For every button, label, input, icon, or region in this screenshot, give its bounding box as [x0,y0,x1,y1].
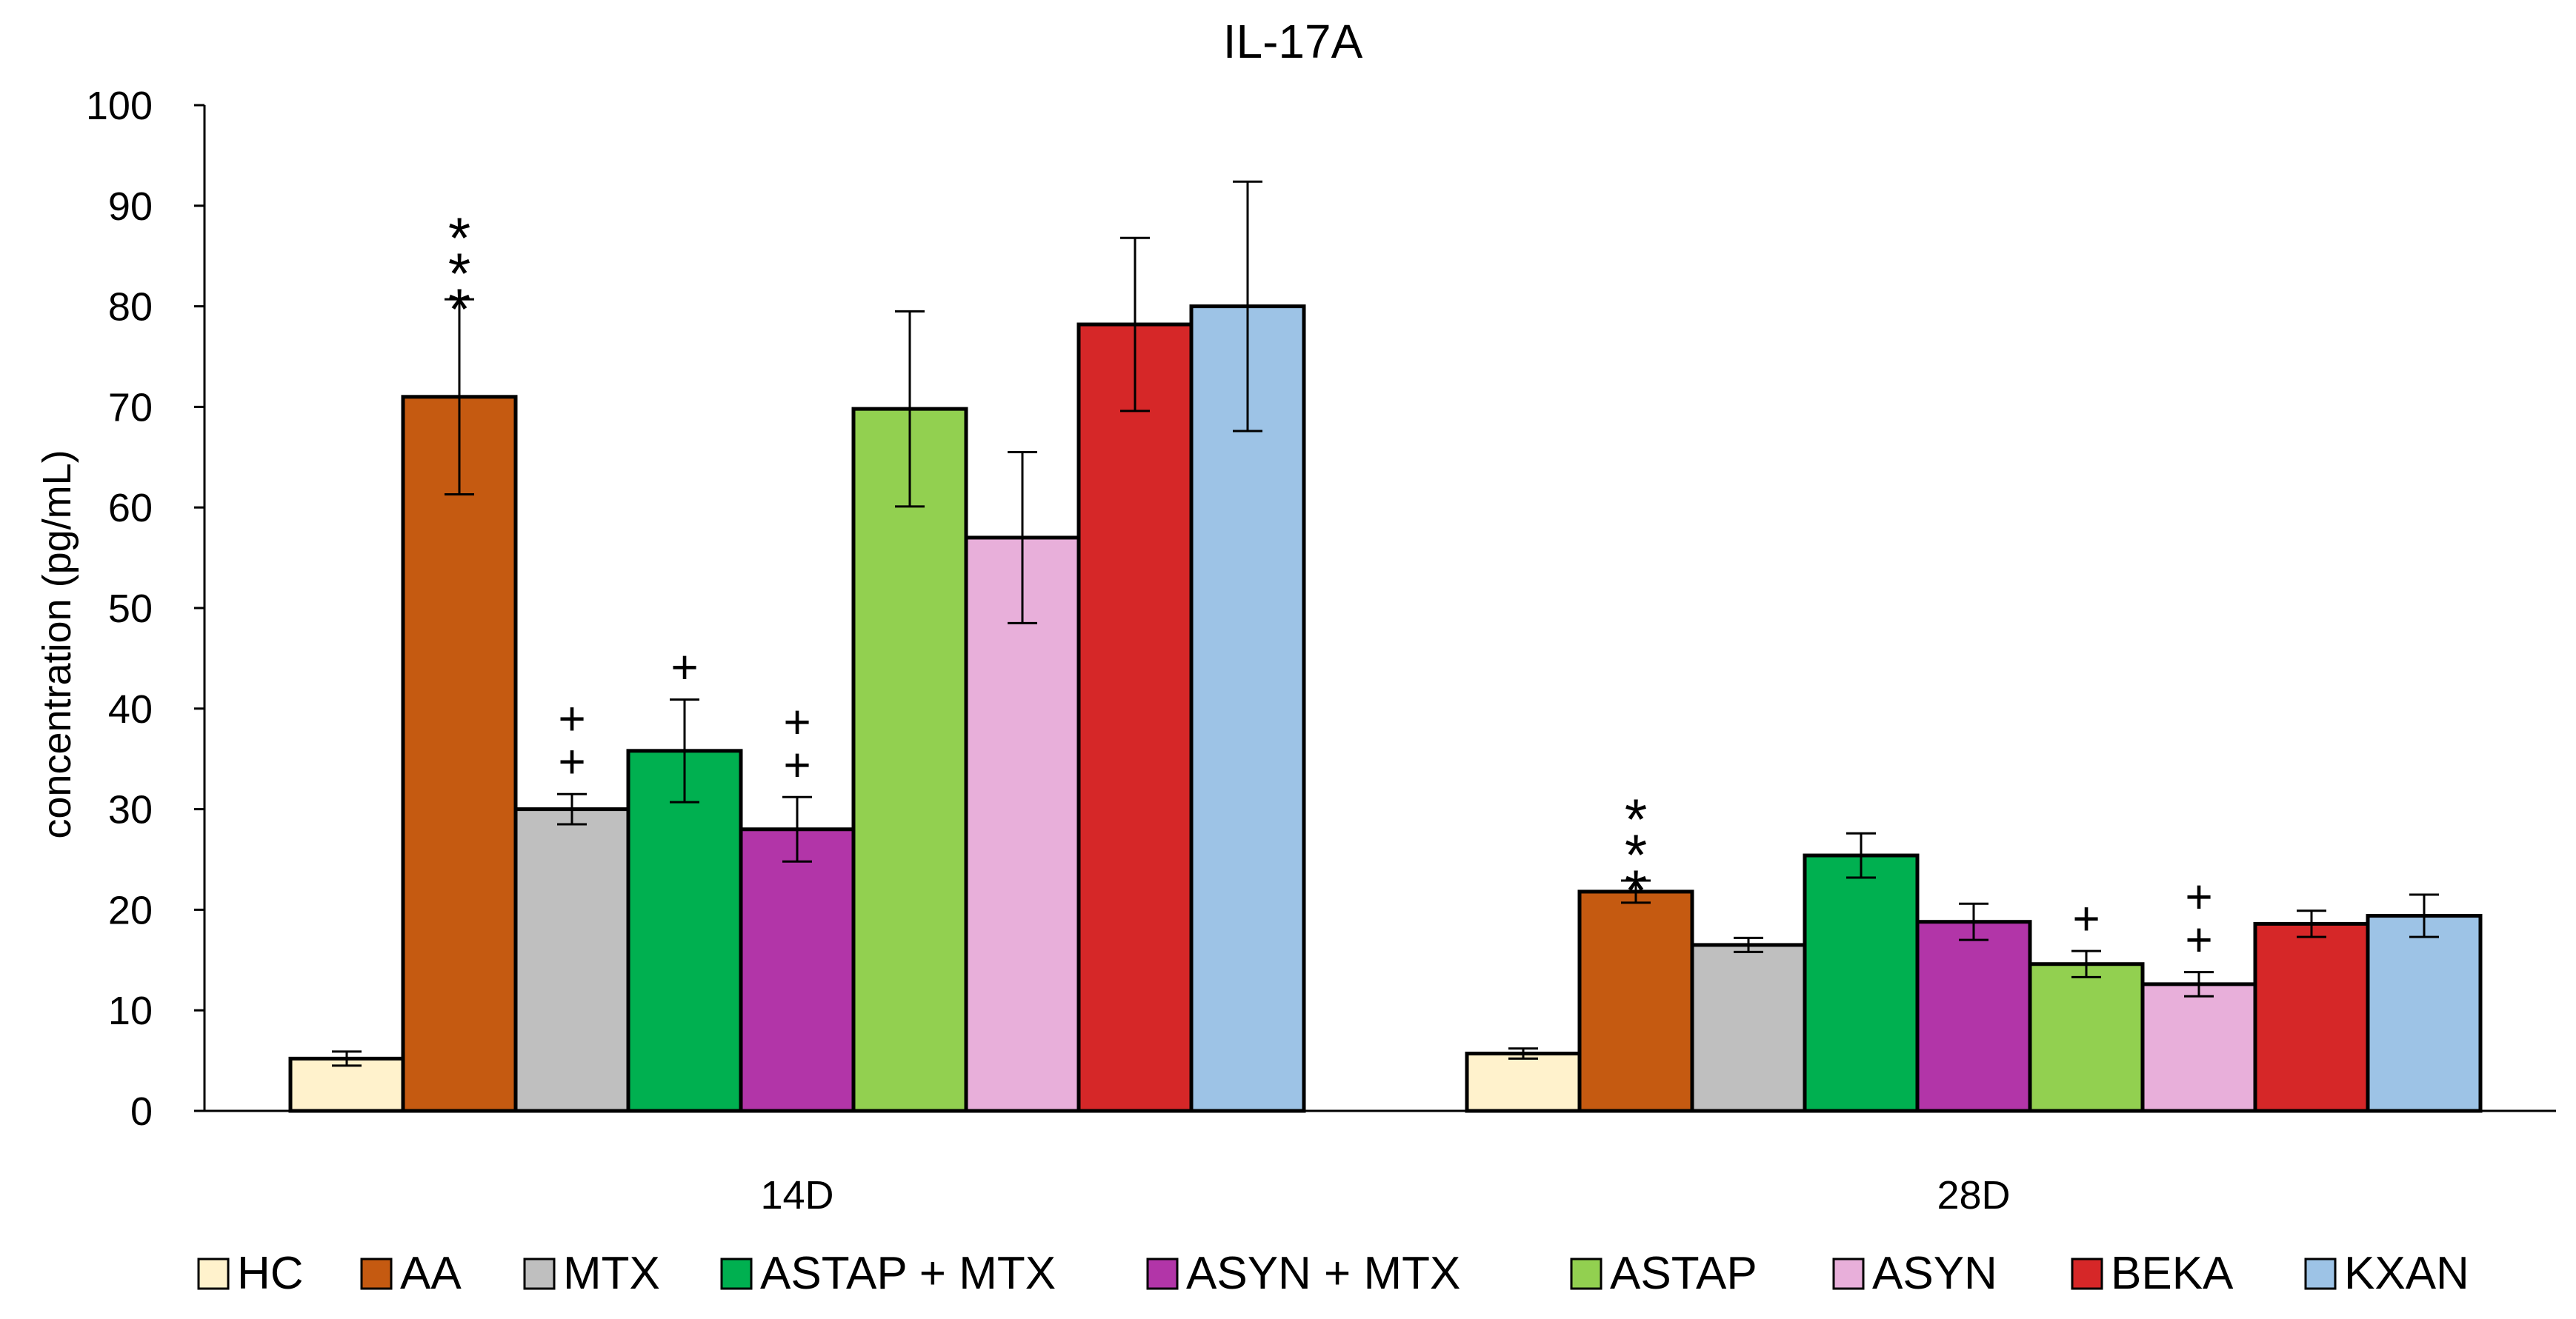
legend-label: MTX [563,1248,660,1299]
significance-marker: + + [558,692,585,788]
bar [739,827,856,1113]
significance-marker: + [670,641,698,694]
significance-marker: * * * [1625,787,1647,923]
legend-swatch [360,1258,393,1290]
y-tick-label: 40 [108,687,153,732]
legend-label: KXAN [2344,1248,2469,1299]
bar [1915,920,2032,1113]
y-tick-label: 10 [108,989,153,1033]
significance-marker: + [2072,892,2100,945]
y-tick-label: 20 [108,888,153,932]
y-tick-label: 90 [108,184,153,229]
legend-swatch [1146,1258,1179,1290]
significance-marker: + + [2185,870,2212,966]
bar [851,407,968,1113]
bar [1803,853,1920,1113]
legend-swatch [197,1258,230,1290]
bar [2253,921,2370,1113]
bar [401,395,518,1113]
chart-title: IL-17A [1223,15,1363,68]
y-tick-label: 60 [108,486,153,530]
y-axis-label: concentration (pg/mL) [35,450,79,838]
bar [964,535,1081,1113]
y-tick-label: 70 [108,385,153,430]
significance-marker: + + [783,695,811,791]
bar [626,749,743,1113]
significance-marker: * * * [448,205,470,341]
x-tick-label: 14D [760,1173,833,1218]
legend-label: ASTAP + MTX [760,1248,1056,1299]
legend-swatch [1570,1258,1602,1290]
bar [1076,322,1194,1113]
bar [2366,914,2483,1113]
legend-label: ASYN [1872,1248,1997,1299]
bar [2028,962,2145,1113]
legend-label: HC [237,1248,304,1299]
bar [1465,1052,1582,1113]
legend-swatch [1832,1258,1865,1290]
y-tick-label: 0 [130,1089,153,1134]
bar [2140,982,2257,1113]
bar [1189,304,1306,1113]
y-tick-label: 80 [108,285,153,330]
legend-label: ASYN + MTX [1186,1248,1460,1299]
legend-swatch [2304,1258,2337,1290]
legend-swatch [720,1258,753,1290]
y-tick-label: 30 [108,788,153,832]
legend-label: BEKA [2111,1248,2234,1299]
bar [513,807,630,1113]
bar [1690,943,1807,1113]
x-tick-label: 28D [1937,1173,2010,1218]
legend: HC AA MTX ASTAP + MTX ASYN + MTX ASTAP ASYN BEK… [197,1248,2469,1299]
legend-swatch [2071,1258,2103,1290]
legend-label: AA [400,1248,462,1299]
legend-label: ASTAP [1610,1248,1757,1299]
bar [1577,889,1694,1113]
y-tick-label: 50 [108,587,153,631]
y-tick-label: 100 [86,84,153,128]
legend-swatch [523,1258,556,1290]
